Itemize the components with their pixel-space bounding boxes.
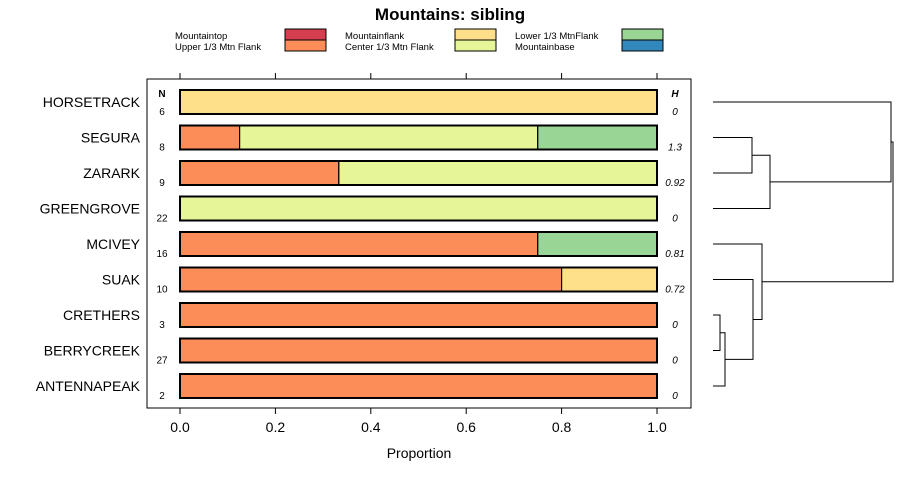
n-value: 6: [159, 107, 165, 118]
bars: [179, 89, 658, 399]
bar-segment: [179, 266, 563, 293]
category-label: SUAK: [102, 272, 141, 288]
dendro-branch: [713, 279, 754, 360]
category-label: CRETHERS: [63, 307, 140, 323]
legend-swatch: [621, 28, 664, 41]
bar-segment: [239, 124, 539, 151]
x-tick-label: 0.6: [456, 419, 476, 435]
x-tick-label: 1.0: [647, 419, 667, 435]
x-tick-label: 0.4: [361, 419, 381, 435]
bar-outline: [179, 302, 658, 328]
dendro-branch: [713, 332, 726, 387]
bar-segment: [179, 373, 658, 399]
bar-outline: [179, 195, 658, 222]
legend-label: Upper 1/3 Mtn Flank: [175, 42, 261, 53]
n-value: 16: [156, 249, 168, 260]
h-value: 0.92: [665, 178, 685, 189]
plot-frame: [146, 78, 692, 409]
bar-segment: [179, 160, 340, 186]
category-label: SEGURA: [81, 130, 141, 146]
dendro-branch: [713, 243, 763, 320]
x-tick-label: 0.2: [266, 419, 286, 435]
legend-label: Center 1/3 Mtn Flank: [345, 42, 434, 53]
dendro-branch: [713, 154, 771, 209]
bar-outline: [179, 337, 658, 364]
h-header: H: [671, 89, 679, 100]
h-value: 0: [672, 356, 678, 367]
legend-swatch: [621, 39, 664, 52]
dendro-branch: [713, 101, 892, 183]
chart-title: Mountains: sibling: [375, 5, 525, 24]
legend-label: Mountaintop: [175, 31, 227, 42]
bar-outline: [179, 89, 658, 115]
bar-segment: [537, 231, 658, 257]
bar-segment: [179, 89, 658, 115]
bar-outline: [179, 124, 658, 151]
legend-swatch: [454, 28, 497, 41]
h-value: 1.3: [668, 143, 682, 154]
category-label: ZARARK: [83, 165, 140, 181]
bar-outline: [179, 373, 658, 399]
x-axis-label: Proportion: [387, 445, 452, 461]
legend-label: Lower 1/3 MtnFlank: [515, 31, 599, 42]
x-tick-label: 0.8: [552, 419, 572, 435]
legend-label: Mountainbase: [515, 42, 575, 53]
x-tick-label: 0.0: [170, 419, 190, 435]
n-value: 10: [156, 285, 168, 296]
dendro-branch: [713, 314, 721, 351]
legend-swatch: [454, 39, 497, 52]
category-label: MCIVEY: [86, 236, 140, 252]
dendro-branch: [713, 137, 753, 174]
n-value: 9: [159, 178, 165, 189]
row-labels: HORSETRACK 6 0 SEGURA 8 1.3 ZARARK 9 0.92 GREENGR…: [36, 94, 685, 402]
bar-segment: [338, 160, 658, 186]
category-label: GREENGROVE: [40, 201, 140, 217]
bar-segment: [179, 195, 658, 222]
h-value: 0.81: [665, 249, 684, 260]
n-value: 8: [159, 143, 165, 154]
h-value: 0: [672, 391, 678, 402]
bar-outline: [179, 266, 658, 293]
dendro-root: [762, 141, 894, 283]
x-axis: 0.0 0.2 0.4 0.6 0.8 1.0: [170, 73, 667, 435]
n-value: 22: [156, 214, 168, 225]
category-label: ANTENNAPEAK: [36, 378, 141, 394]
bar-segment: [560, 266, 658, 293]
category-label: HORSETRACK: [43, 94, 141, 110]
bar-outline: [179, 231, 658, 257]
legend-swatch: [284, 39, 327, 52]
bar-segment: [179, 337, 658, 364]
bar-segment: [179, 231, 539, 257]
n-value: 27: [156, 356, 168, 367]
bar-outline: [179, 160, 658, 186]
bar-segment: [537, 124, 658, 151]
bar-segment: [179, 302, 658, 328]
legend-label: Mountainflank: [345, 31, 404, 42]
h-value: 0: [672, 214, 678, 225]
category-label: BERRYCREEK: [44, 343, 141, 359]
n-header: N: [158, 89, 165, 100]
legend-swatch: [284, 28, 327, 41]
bar-segment: [179, 124, 241, 151]
n-value: 2: [159, 391, 165, 402]
n-value: 3: [159, 320, 165, 331]
h-value: 0: [672, 107, 678, 118]
h-value: 0.72: [665, 285, 685, 296]
h-value: 0: [672, 320, 678, 331]
dendrogram: [713, 101, 894, 387]
